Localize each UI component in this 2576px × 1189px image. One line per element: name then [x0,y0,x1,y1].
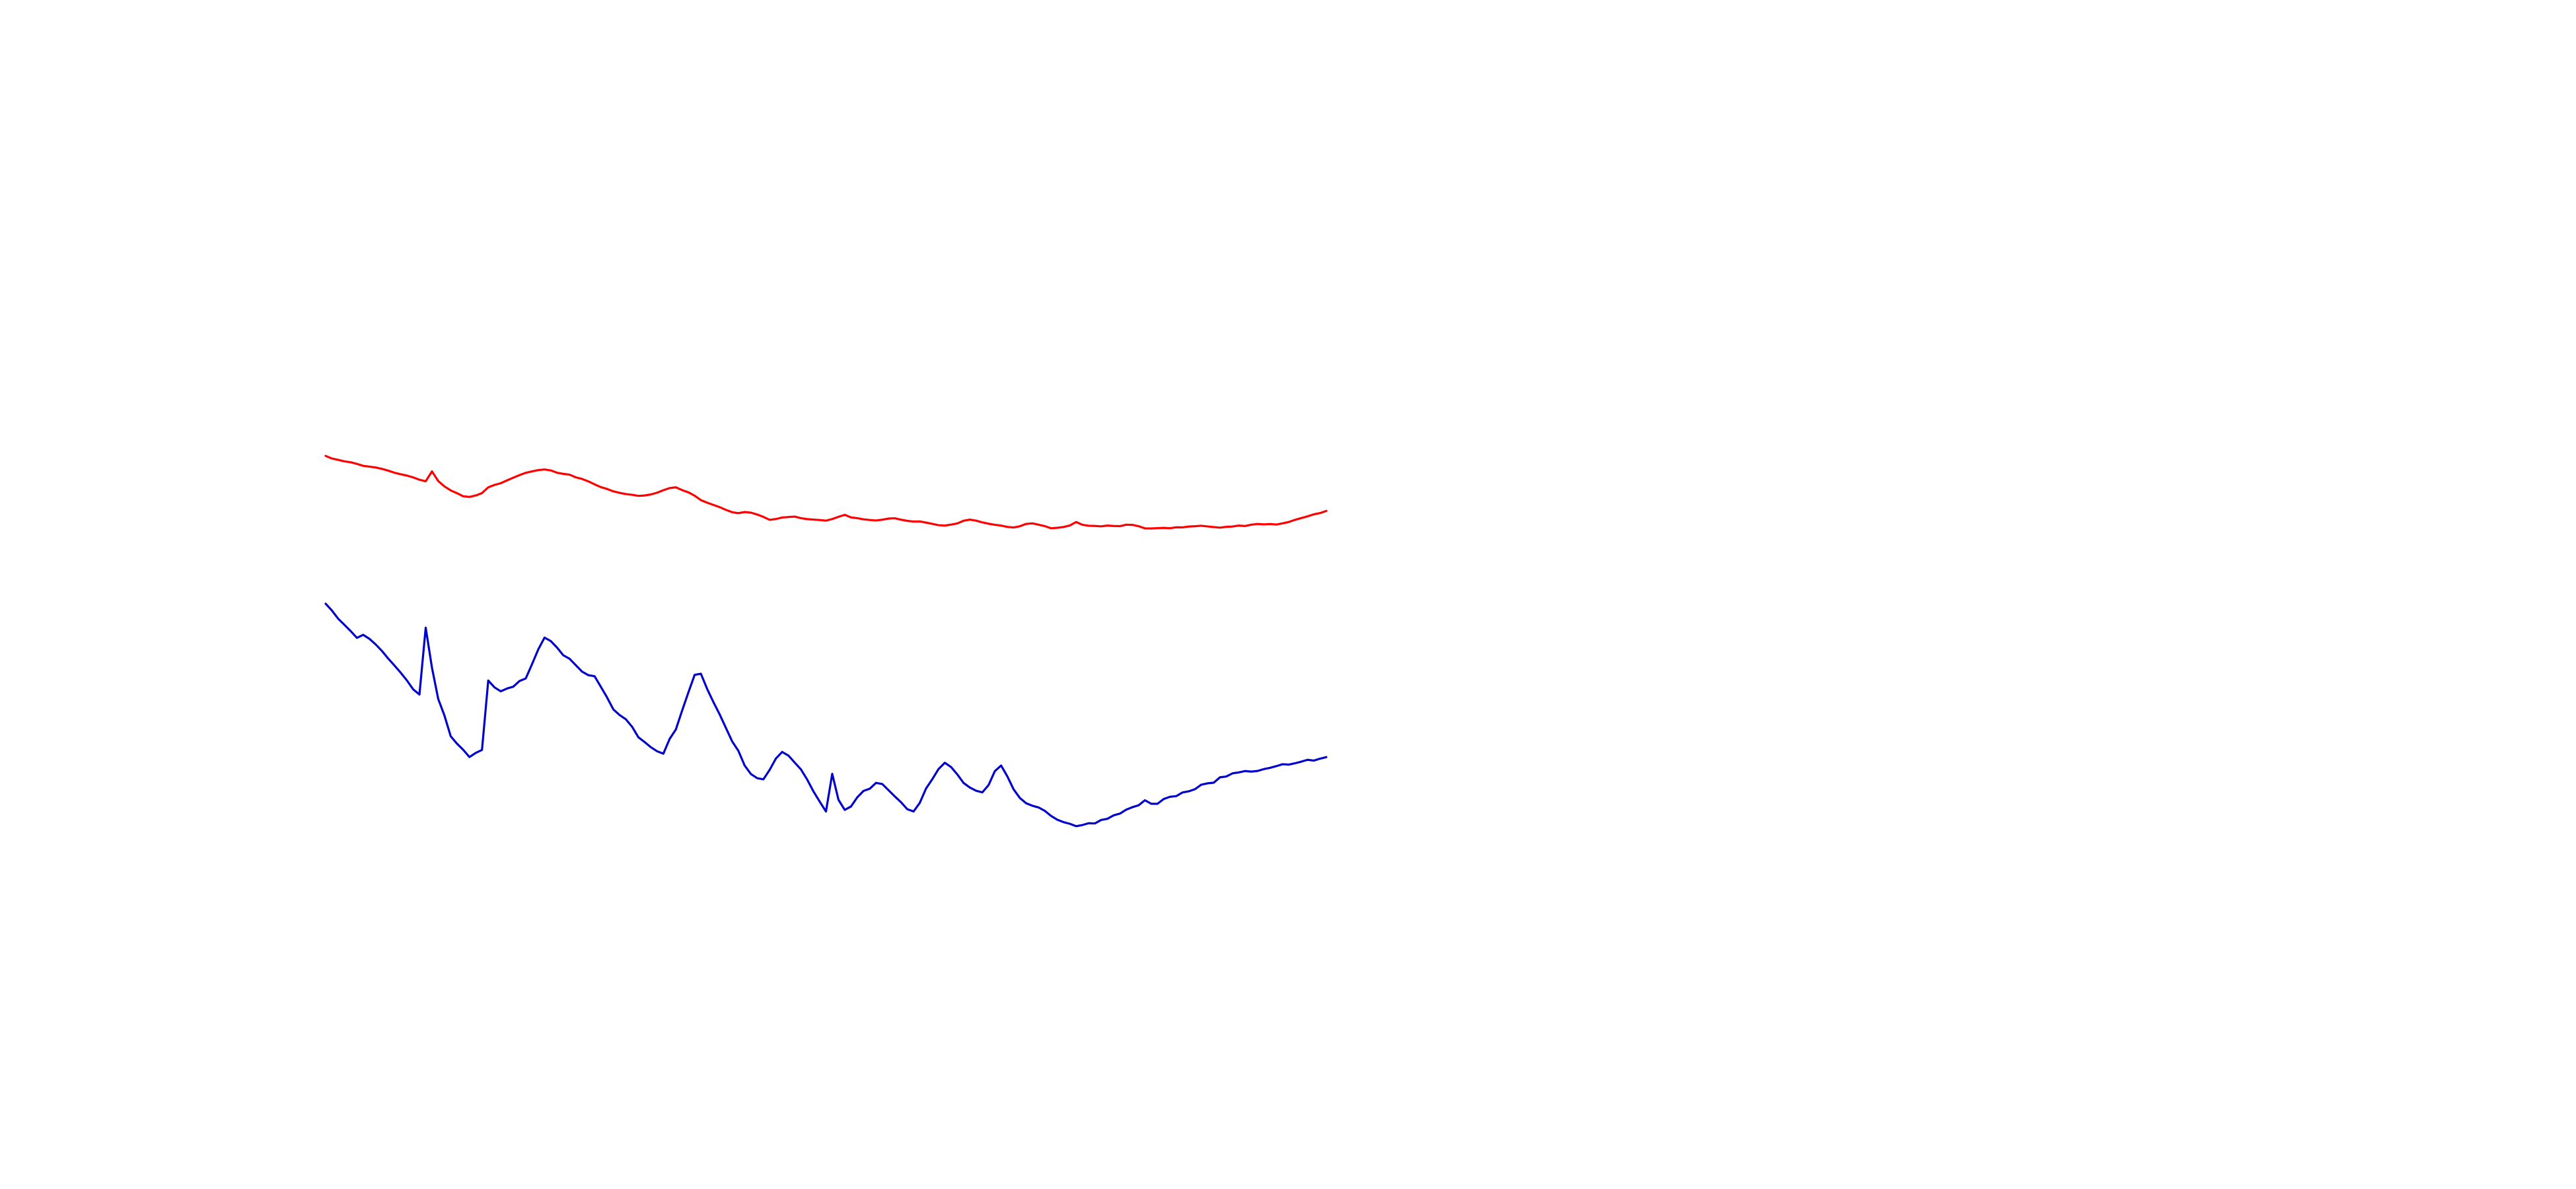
series-line-2 [324,602,1328,828]
series-line-1 [324,454,1328,530]
